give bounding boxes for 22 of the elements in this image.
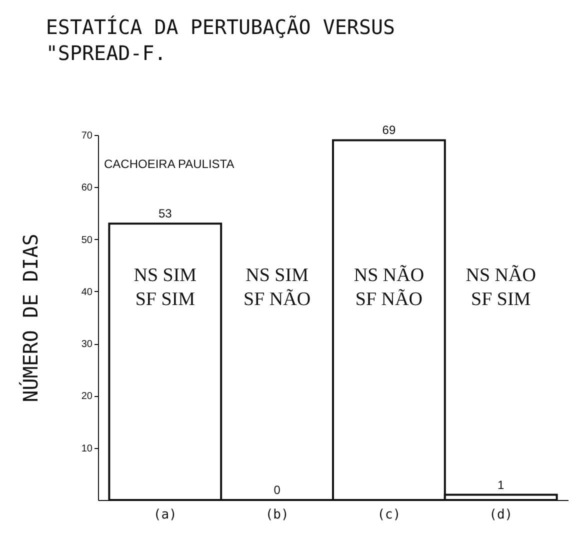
x-tick-label: (c) [377, 508, 401, 522]
y-tick-label: 30 [81, 339, 93, 350]
x-tick-label: (d) [489, 508, 513, 522]
annotation: NS SIM SF NÃO [244, 265, 311, 310]
x-tick-label: (b) [265, 508, 289, 522]
y-tick-label: 70 [81, 130, 93, 142]
annotation: NS NÃO SF SIM [466, 265, 536, 310]
y-tick-label: 60 [81, 182, 93, 194]
data-label: 1 [498, 478, 505, 492]
data-label: 69 [382, 123, 396, 138]
y-tick-label: 40 [81, 286, 93, 298]
data-label: 0 [274, 483, 281, 497]
y-tick-label: 20 [81, 391, 93, 402]
annotation: NS NÃO SF NÃO [354, 265, 424, 310]
y-axis-title: NÚMERO DE DIAS [18, 234, 42, 402]
y-tick-label: 10 [81, 443, 93, 454]
x-tick-label: (a) [153, 508, 177, 522]
annotation: CACHOEIRA PAULISTA [104, 157, 234, 171]
chart-title: ESTATÍCA DA PERTUBAÇÃO VERSUS "SPREAD-F. [46, 15, 396, 66]
y-tick-label: 50 [81, 234, 93, 246]
data-label: 53 [158, 206, 172, 221]
annotation: NS SIM SF SIM [134, 265, 197, 310]
